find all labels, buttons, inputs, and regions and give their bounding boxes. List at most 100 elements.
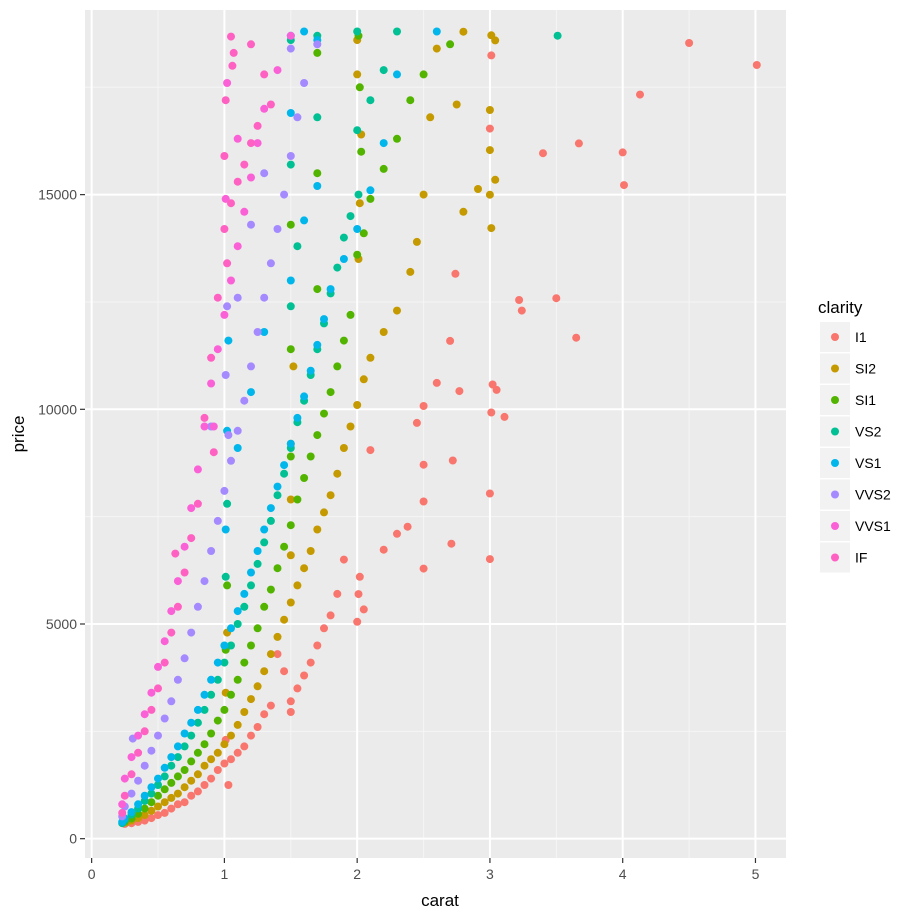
data-point — [187, 718, 196, 727]
data-point — [209, 422, 218, 431]
data-point — [233, 177, 242, 186]
data-point — [140, 791, 149, 800]
data-point — [207, 774, 216, 783]
data-point — [355, 199, 364, 208]
data-point — [353, 250, 362, 259]
data-point — [359, 605, 368, 614]
data-point — [260, 602, 269, 611]
data-point — [419, 460, 428, 469]
data-point — [227, 731, 235, 740]
data-point — [366, 353, 375, 362]
data-point — [293, 242, 302, 251]
series-IF — [118, 32, 275, 817]
data-point — [193, 705, 202, 714]
y-tick-label: 15000 — [38, 187, 77, 203]
data-point — [266, 650, 275, 659]
data-point — [293, 581, 302, 590]
series-VS2 — [118, 27, 562, 828]
data-point — [213, 516, 222, 525]
x-tick-label: 3 — [486, 866, 494, 882]
data-point — [286, 276, 295, 285]
data-point — [491, 36, 500, 45]
data-point — [266, 259, 275, 268]
data-point — [140, 811, 149, 820]
data-point — [233, 134, 242, 143]
data-point — [180, 766, 189, 774]
data-point — [379, 164, 388, 173]
legend-label: VVS2 — [855, 487, 891, 503]
data-point — [306, 452, 315, 461]
data-point — [127, 770, 136, 779]
data-point — [173, 602, 182, 611]
data-point — [253, 682, 262, 691]
data-point — [147, 746, 156, 755]
data-point — [273, 564, 282, 573]
data-point — [180, 798, 189, 807]
data-point — [326, 611, 335, 620]
legend-key-point — [831, 553, 839, 562]
data-point — [320, 409, 328, 418]
data-point — [118, 800, 127, 809]
data-point — [207, 353, 216, 362]
data-point — [339, 444, 348, 452]
data-point — [127, 808, 136, 817]
legend-key-point — [831, 490, 839, 499]
data-point — [346, 422, 355, 431]
data-point — [293, 684, 302, 693]
data-point — [485, 555, 494, 564]
data-point — [419, 497, 428, 506]
data-point — [286, 160, 295, 169]
data-point — [359, 375, 368, 384]
data-point — [273, 650, 282, 659]
data-point — [492, 385, 501, 394]
data-point — [500, 412, 509, 421]
data-point — [167, 793, 176, 802]
data-point — [227, 641, 235, 650]
data-point — [221, 96, 230, 105]
data-point — [193, 499, 202, 508]
data-point — [455, 387, 464, 396]
data-point — [213, 658, 222, 667]
data-point — [187, 628, 196, 637]
data-point — [213, 716, 222, 725]
data-point — [247, 40, 255, 49]
data-point — [333, 589, 342, 598]
data-point — [432, 27, 441, 36]
legend-key-point — [831, 427, 839, 436]
data-point — [167, 753, 176, 762]
data-point — [448, 456, 457, 465]
data-point — [354, 590, 363, 599]
data-point — [289, 362, 298, 371]
legend-key-point — [831, 522, 839, 530]
data-point — [160, 785, 169, 794]
data-point — [160, 658, 169, 667]
data-point — [393, 27, 401, 36]
data-point — [134, 748, 143, 757]
data-point — [193, 602, 202, 611]
data-point — [247, 581, 255, 590]
data-point — [220, 705, 229, 714]
data-point — [253, 547, 262, 555]
data-point — [354, 190, 363, 199]
data-point — [300, 564, 309, 573]
data-point — [451, 269, 460, 278]
data-point — [173, 675, 182, 684]
data-point — [446, 336, 455, 345]
data-point — [260, 328, 269, 336]
data-point — [260, 525, 269, 534]
data-point — [685, 39, 694, 47]
data-point — [286, 697, 295, 706]
data-point — [485, 190, 494, 199]
data-point — [247, 568, 255, 577]
data-point — [173, 577, 182, 586]
data-point — [313, 169, 322, 178]
legend-label: SI2 — [855, 361, 876, 377]
data-point — [223, 499, 232, 508]
data-point — [286, 439, 295, 448]
legend-item-SI1: SI1 — [820, 385, 876, 415]
data-point — [260, 169, 269, 178]
data-point — [233, 748, 242, 757]
legend: clarity I1 SI2 SI1 VS2 VS1 VVS2 VVS1 IF — [818, 298, 891, 573]
data-point — [286, 495, 295, 504]
legend-label: VVS1 — [855, 518, 891, 534]
